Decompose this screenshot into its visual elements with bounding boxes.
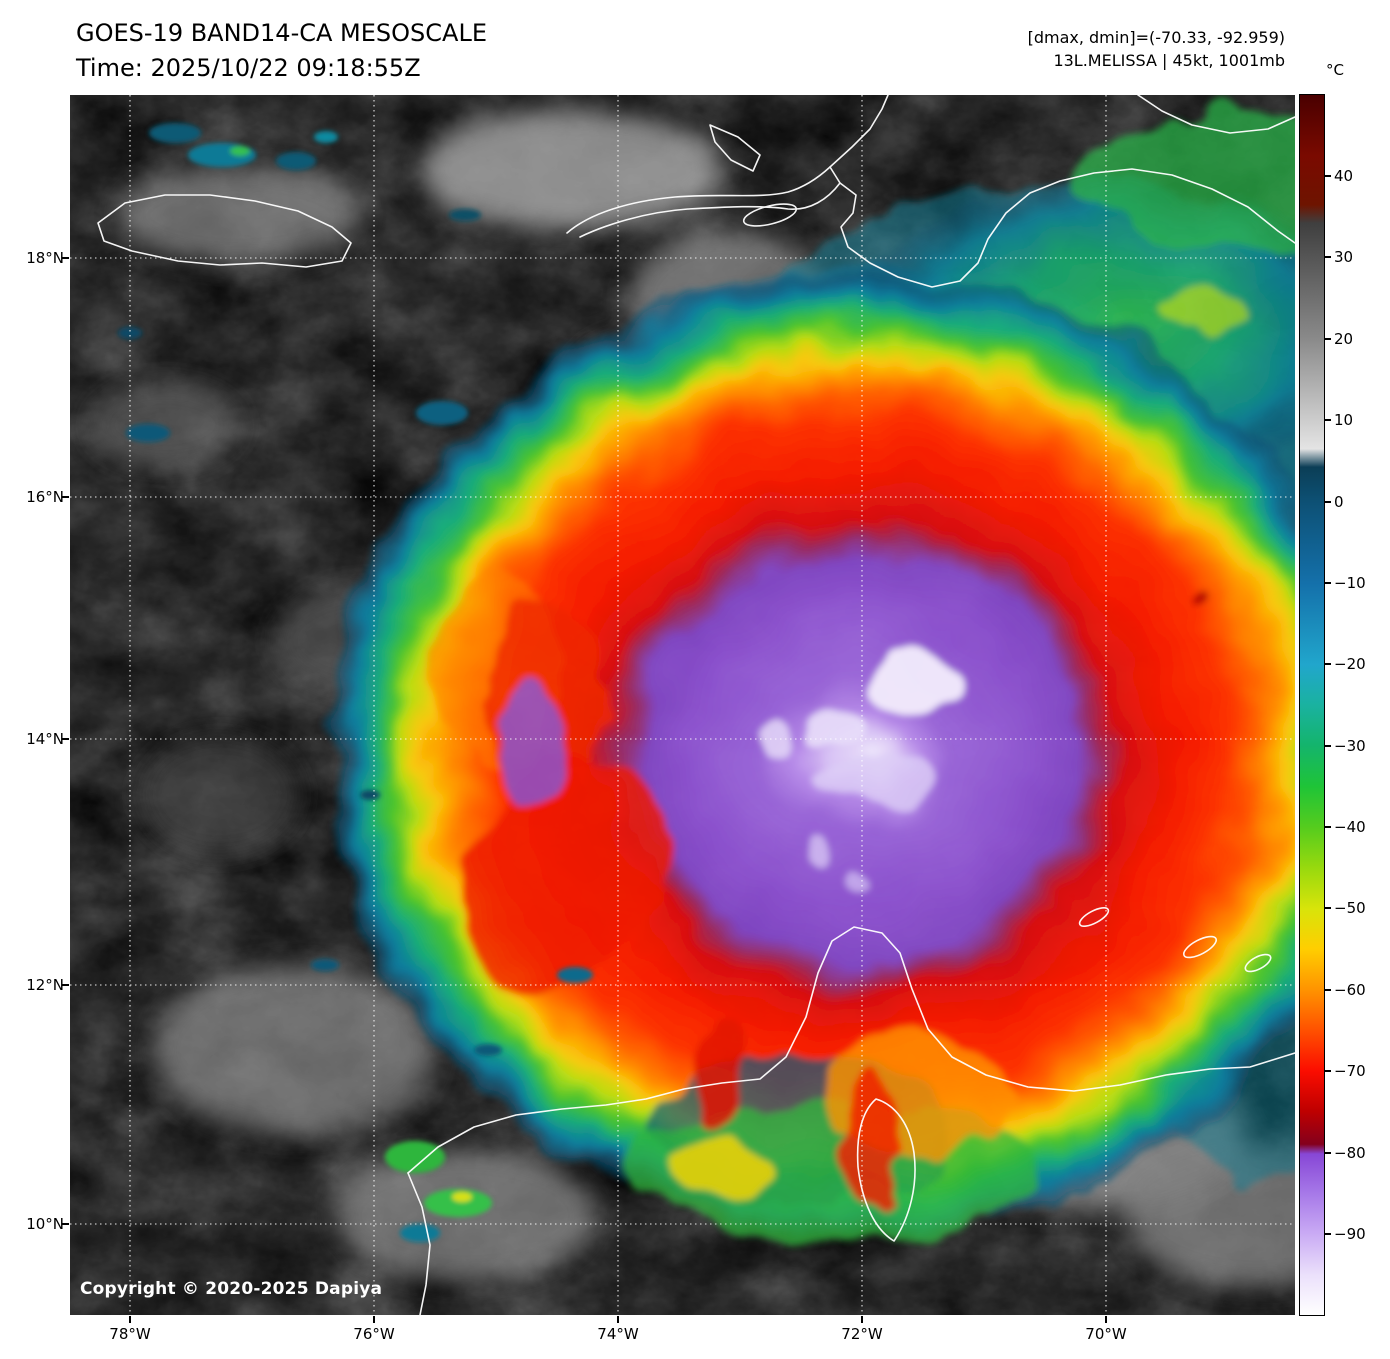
colorbar-tick — [1325, 907, 1331, 909]
lon-label: 72°W — [841, 1325, 883, 1343]
coastline-colombia-south — [407, 1172, 431, 1315]
colorbar-tick-label: −80 — [1334, 1144, 1366, 1162]
header-left: GOES-19 BAND14-CA MESOSCALE Time: 2025/1… — [76, 16, 487, 86]
lat-tick — [62, 1223, 69, 1225]
lon-label: 78°W — [109, 1325, 151, 1343]
lat-tick — [62, 738, 69, 740]
colorbar-unit: °C — [1326, 61, 1344, 79]
satellite-map: Copyright © 2020-2025 Dapiya — [70, 95, 1295, 1315]
colorbar-tick — [1325, 582, 1331, 584]
lon-label: 76°W — [353, 1325, 395, 1343]
convective-speckles — [118, 123, 593, 1242]
coastline-island-curacao — [1078, 907, 1110, 927]
coastline-gonave-island — [742, 203, 798, 227]
colorbar-tick — [1325, 663, 1331, 665]
coastline-island-small — [1244, 953, 1272, 973]
lon-label: 70°W — [1085, 1325, 1127, 1343]
product-title: GOES-19 BAND14-CA MESOSCALE — [76, 19, 487, 47]
colorbar-tick — [1325, 1233, 1331, 1235]
coastlines — [97, 95, 1295, 1315]
cloud-texture-overlay — [70, 95, 1295, 1315]
colorbar-tick-label: −90 — [1334, 1225, 1366, 1243]
coastline-hispaniola-south — [839, 168, 1295, 288]
colorbar-tick-label: 10 — [1334, 411, 1354, 429]
colorbar-tick — [1325, 256, 1331, 258]
colorbar-gradient — [1300, 95, 1324, 1315]
copyright-text: Copyright © 2020-2025 Dapiya — [80, 1279, 383, 1299]
gridlines — [70, 95, 1295, 1315]
coastline-island-bonaire — [1182, 935, 1218, 959]
header-right: [dmax, dmin]=(-70.33, -92.959) 13L.MELIS… — [1028, 26, 1285, 72]
colorbar-tick — [1325, 826, 1331, 828]
lon-tick — [373, 1316, 375, 1323]
storm-info: 13L.MELISSA | 45kt, 1001mb — [1053, 51, 1285, 70]
lat-label: 18°N — [26, 249, 64, 267]
lat-label: 16°N — [26, 488, 64, 506]
colorbar-tick-label: 40 — [1334, 167, 1354, 185]
lat-label: 10°N — [26, 1215, 64, 1233]
lon-tick — [861, 1316, 863, 1323]
lon-tick — [1105, 1316, 1107, 1323]
lon-label: 74°W — [597, 1325, 639, 1343]
colorbar-tick-label: −40 — [1334, 818, 1366, 836]
colorbar-tick — [1325, 1152, 1331, 1154]
colorbar-tick — [1325, 745, 1331, 747]
colorbar-tick-label: 20 — [1334, 330, 1354, 348]
colorbar-tick-label: 30 — [1334, 248, 1354, 266]
colorbar-tick — [1325, 501, 1331, 503]
colorbar-tick-label: −20 — [1334, 655, 1366, 673]
colorbar-tick — [1325, 175, 1331, 177]
coastline-top-center-hook — [709, 124, 761, 172]
colorbar-tick-label: −30 — [1334, 737, 1366, 755]
lat-tick — [62, 257, 69, 259]
product-time: Time: 2025/10/22 09:18:55Z — [76, 54, 421, 82]
coastline-hispaniola-peninsula — [566, 166, 841, 238]
lon-tick — [617, 1316, 619, 1323]
colorbar-tick — [1325, 338, 1331, 340]
coastline-lake-maracaibo — [856, 1098, 916, 1242]
lon-tick — [129, 1316, 131, 1323]
coastline-south-america — [407, 926, 1295, 1174]
colorbar-tick — [1325, 1070, 1331, 1072]
colorbar-tick — [1325, 989, 1331, 991]
colorbar-tick — [1325, 419, 1331, 421]
dmax-dmin-readout: [dmax, dmin]=(-70.33, -92.959) — [1027, 28, 1285, 47]
lat-tick — [62, 984, 69, 986]
coastline-jamaica — [97, 194, 352, 268]
colorbar-tick-label: −70 — [1334, 1062, 1366, 1080]
lat-label: 14°N — [26, 730, 64, 748]
colorbar — [1299, 94, 1325, 1316]
colorbar-tick-label: 0 — [1334, 493, 1344, 511]
colorbar-tick-label: −10 — [1334, 574, 1366, 592]
satellite-image — [70, 95, 1295, 1315]
coastline-cuba-fragment — [1137, 95, 1295, 134]
lat-tick — [62, 496, 69, 498]
lat-label: 12°N — [26, 976, 64, 994]
coastline-hispaniola-north — [829, 95, 889, 168]
colorbar-tick-label: −50 — [1334, 899, 1366, 917]
colorbar-tick-label: −60 — [1334, 981, 1366, 999]
